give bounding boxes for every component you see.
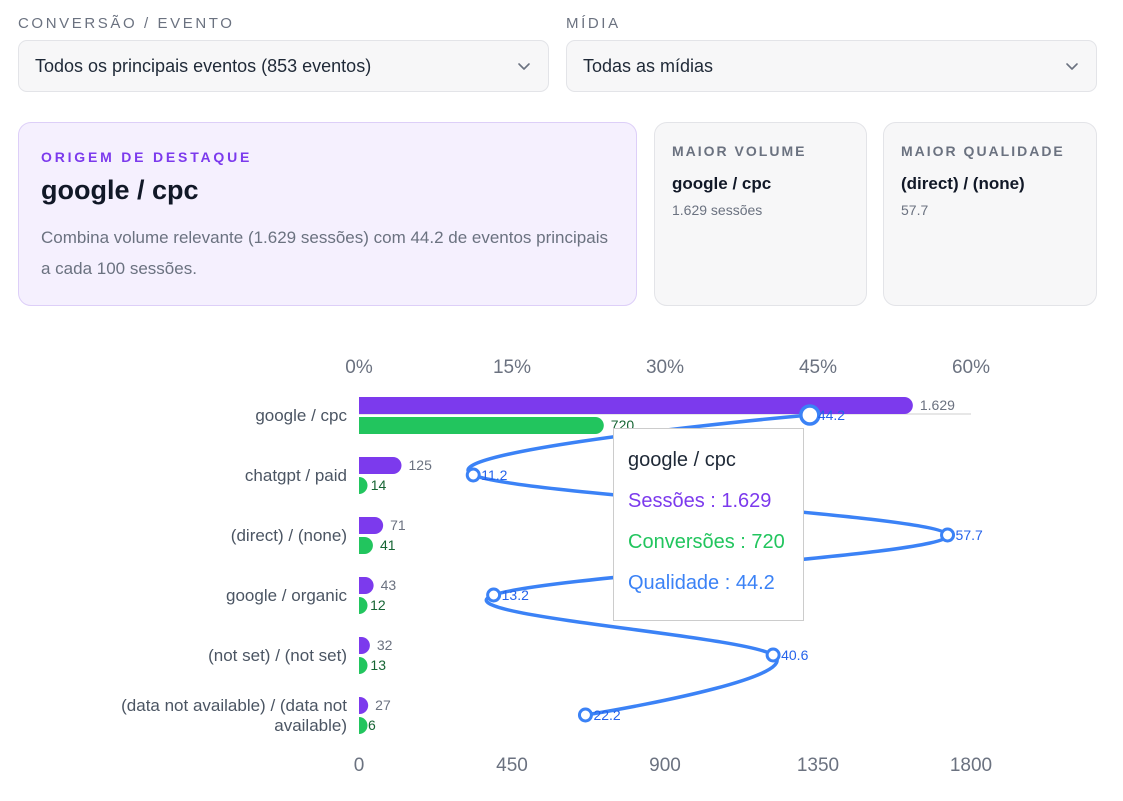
category-label: (direct) / (none) [231,526,347,545]
category-label: chatgpt / paid [245,466,347,485]
top-axis-tick-label: 30% [646,357,684,378]
quality-point [765,647,781,663]
bottom-axis-tick-label: 450 [496,755,528,776]
quality-point [486,587,502,603]
quality-card-label: MAIOR QUALIDADE [901,143,1065,159]
chart-tooltip: google / cpc Sessões : 1.629 Conversões … [613,428,804,621]
quality-point [940,527,956,543]
top-axis-tick-label: 15% [493,357,531,378]
conversion-filter-label: CONVERSÃO / EVENTO [18,15,235,32]
category-label: (data not available) / (data not [121,696,347,715]
bar-value-label: 43 [381,577,397,593]
volume-card-sub: 1.629 sessões [672,202,763,218]
bar-conversions [359,477,368,494]
quality-value-label: 13.2 [502,587,529,603]
category-label: (not set) / (not set) [208,646,347,665]
bottom-axis-tick-label: 0 [354,755,365,776]
bar-sessions [359,637,370,654]
bar-sessions [359,397,913,414]
highlight-card: ORIGEM DE DESTAQUE google / cpc Combina … [18,122,637,306]
bar-value-label: 41 [380,537,396,553]
quality-value-label: 44.2 [818,407,845,423]
quality-value-label: 11.2 [481,467,507,483]
bar-value-label: 27 [375,697,391,713]
bar-conversions [359,537,373,554]
media-select[interactable]: Todas as mídias [566,40,1097,92]
chevron-down-icon [518,63,530,70]
category-label: google / cpc [255,406,347,425]
bottom-axis-tick-label: 1350 [797,755,839,776]
quality-point [799,404,821,426]
quality-point [577,707,593,723]
tooltip-title: google / cpc [628,449,736,471]
volume-card-label: MAIOR VOLUME [672,143,807,159]
highlight-description: Combina volume relevante (1.629 sessões)… [41,228,608,278]
category-label: available) [274,716,347,735]
quality-value-label: 57.7 [956,527,983,543]
category-label: google / organic [226,586,347,605]
quality-value-label: 40.6 [781,647,808,663]
top-axis-tick-label: 60% [952,357,990,378]
quality-card: MAIOR QUALIDADE (direct) / (none) 57.7 [883,122,1097,306]
volume-card: MAIOR VOLUME google / cpc 1.629 sessões [654,122,867,306]
tooltip-quality: Qualidade : 44.2 [628,572,775,594]
bottom-axis-tick-label: 900 [649,755,681,776]
bar-conversions [359,417,604,434]
bar-value-label: 32 [377,637,393,653]
media-filter-label: MÍDIA [566,15,621,32]
highlight-title: google / cpc [41,175,199,205]
bottom-axis-tick-label: 1800 [950,755,992,776]
bar-conversions [359,597,368,614]
quality-value-label: 22.2 [593,707,620,723]
top-axis-tick-label: 0% [345,357,373,378]
bar-sessions [359,577,374,594]
tooltip-conversions: Conversões : 720 [628,531,785,553]
bar-value-label: 14 [371,477,387,493]
bar-value-label: 13 [370,657,386,673]
top-axis-tick-label: 45% [799,357,837,378]
chevron-down-icon [1066,63,1078,70]
bar-value-label: 12 [370,597,386,613]
bar-value-label: 1.629 [920,397,955,413]
bar-sessions [359,517,384,534]
media-select-value: Todas as mídias [583,55,714,76]
conversion-select-value: Todos os principais eventos (853 eventos… [35,55,372,76]
bar-sessions [359,457,402,474]
highlight-label: ORIGEM DE DESTAQUE [41,149,253,165]
bar-sessions [359,697,369,714]
bar-value-label: 6 [368,717,376,733]
bar-value-label: 71 [390,517,406,533]
bar-conversions [359,657,368,674]
quality-card-sub: 57.7 [901,202,929,218]
quality-card-value: (direct) / (none) [901,174,1025,193]
bar-value-label: 125 [409,457,433,473]
volume-card-value: google / cpc [672,174,772,193]
quality-point [465,467,481,483]
conversion-select[interactable]: Todos os principais eventos (853 eventos… [18,40,549,92]
bar-conversions [359,717,368,734]
tooltip-sessions: Sessões : 1.629 [628,490,772,512]
